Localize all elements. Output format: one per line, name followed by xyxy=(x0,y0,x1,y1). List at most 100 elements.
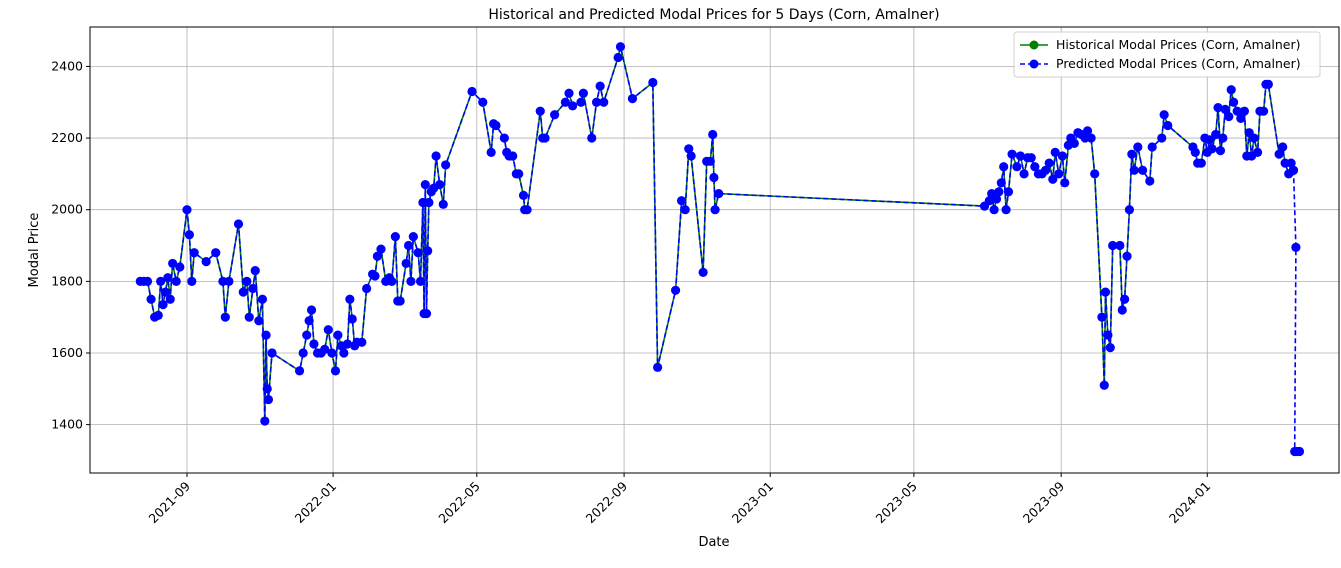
predicted-point xyxy=(1291,242,1301,252)
data-point xyxy=(578,88,588,98)
data-point xyxy=(1001,205,1011,215)
data-point xyxy=(587,133,597,143)
data-point xyxy=(1274,149,1284,159)
data-point xyxy=(345,294,355,304)
historical-series-line xyxy=(140,46,1295,422)
data-point xyxy=(499,133,509,143)
data-point xyxy=(1196,158,1206,168)
y-tick-label: 2400 xyxy=(51,58,83,73)
x-tick-label: 2024-01 xyxy=(1166,479,1214,527)
data-point xyxy=(514,169,524,179)
data-point xyxy=(1213,103,1223,113)
data-point xyxy=(156,276,166,286)
data-point xyxy=(535,106,545,116)
data-point xyxy=(1129,165,1139,175)
data-point xyxy=(261,330,271,340)
data-point xyxy=(184,230,194,240)
legend-pred-label: Predicted Modal Prices (Corn, Amalner) xyxy=(1056,56,1301,71)
data-point xyxy=(1278,142,1288,152)
data-point xyxy=(1286,158,1296,168)
data-point xyxy=(250,265,260,276)
data-point xyxy=(254,316,264,326)
data-point xyxy=(1060,178,1070,188)
data-point xyxy=(550,110,560,120)
data-point xyxy=(1232,106,1242,116)
data-point xyxy=(1069,138,1079,149)
x-axis-label: Date xyxy=(698,535,729,550)
data-point xyxy=(1220,104,1230,114)
data-point xyxy=(567,101,578,111)
data-point xyxy=(1044,158,1054,168)
data-point xyxy=(168,258,178,269)
data-point xyxy=(262,384,272,394)
data-point xyxy=(653,362,663,372)
data-point xyxy=(1138,165,1148,175)
x-tick-label: 2021-09 xyxy=(146,478,194,526)
data-point xyxy=(1249,133,1259,143)
chart-title: Historical and Predicted Modal Prices fo… xyxy=(488,7,939,23)
data-point xyxy=(244,312,254,322)
data-point xyxy=(1252,147,1263,157)
data-point xyxy=(333,330,343,340)
data-point xyxy=(710,205,720,215)
y-tick-label: 2200 xyxy=(51,130,83,145)
data-point xyxy=(187,276,197,286)
predicted-point xyxy=(1294,446,1305,457)
data-point xyxy=(1122,251,1132,261)
y-tick-label: 2000 xyxy=(51,202,83,217)
data-point xyxy=(420,180,430,190)
data-point xyxy=(486,147,496,157)
data-point xyxy=(153,310,163,320)
data-point xyxy=(339,348,349,358)
data-point xyxy=(708,129,718,140)
data-point xyxy=(984,196,994,206)
data-point xyxy=(257,294,268,304)
data-point xyxy=(238,287,248,297)
data-point xyxy=(1007,149,1017,159)
data-point xyxy=(1090,169,1100,179)
y-tick-label: 1400 xyxy=(51,417,83,432)
data-point xyxy=(362,283,372,294)
data-point xyxy=(435,180,445,190)
data-point xyxy=(686,151,696,161)
data-point xyxy=(595,81,605,91)
data-point xyxy=(390,231,400,242)
data-point xyxy=(613,52,623,63)
data-point xyxy=(248,283,258,294)
data-point xyxy=(1190,147,1200,157)
data-point xyxy=(1258,106,1269,116)
data-point xyxy=(648,77,658,88)
data-point xyxy=(518,190,529,200)
data-point xyxy=(1019,169,1029,179)
data-point xyxy=(1124,205,1135,215)
data-point xyxy=(1211,129,1221,140)
legend: Historical Modal Prices (Corn, Amalner) … xyxy=(1013,31,1321,78)
data-point xyxy=(163,273,173,283)
data-point xyxy=(1108,240,1118,251)
data-point xyxy=(220,312,230,322)
data-point xyxy=(680,205,690,215)
data-point xyxy=(441,160,451,170)
data-point xyxy=(387,276,397,286)
data-point xyxy=(438,199,448,209)
y-tick-label: 1600 xyxy=(51,345,83,360)
data-point xyxy=(298,348,308,358)
data-point xyxy=(684,144,694,154)
data-point xyxy=(372,251,383,261)
data-point xyxy=(403,240,414,251)
data-point xyxy=(1236,113,1246,123)
data-point xyxy=(406,276,416,286)
data-point xyxy=(705,156,715,166)
data-point xyxy=(233,219,244,229)
data-point xyxy=(242,276,252,286)
data-point xyxy=(263,394,274,405)
data-point xyxy=(1224,111,1234,122)
data-point xyxy=(1218,133,1228,143)
data-point xyxy=(560,97,571,107)
data-point xyxy=(1263,79,1273,89)
data-point xyxy=(401,258,411,269)
data-point xyxy=(267,348,277,358)
data-point xyxy=(323,325,333,335)
data-point xyxy=(1054,169,1064,179)
data-point xyxy=(989,205,999,215)
